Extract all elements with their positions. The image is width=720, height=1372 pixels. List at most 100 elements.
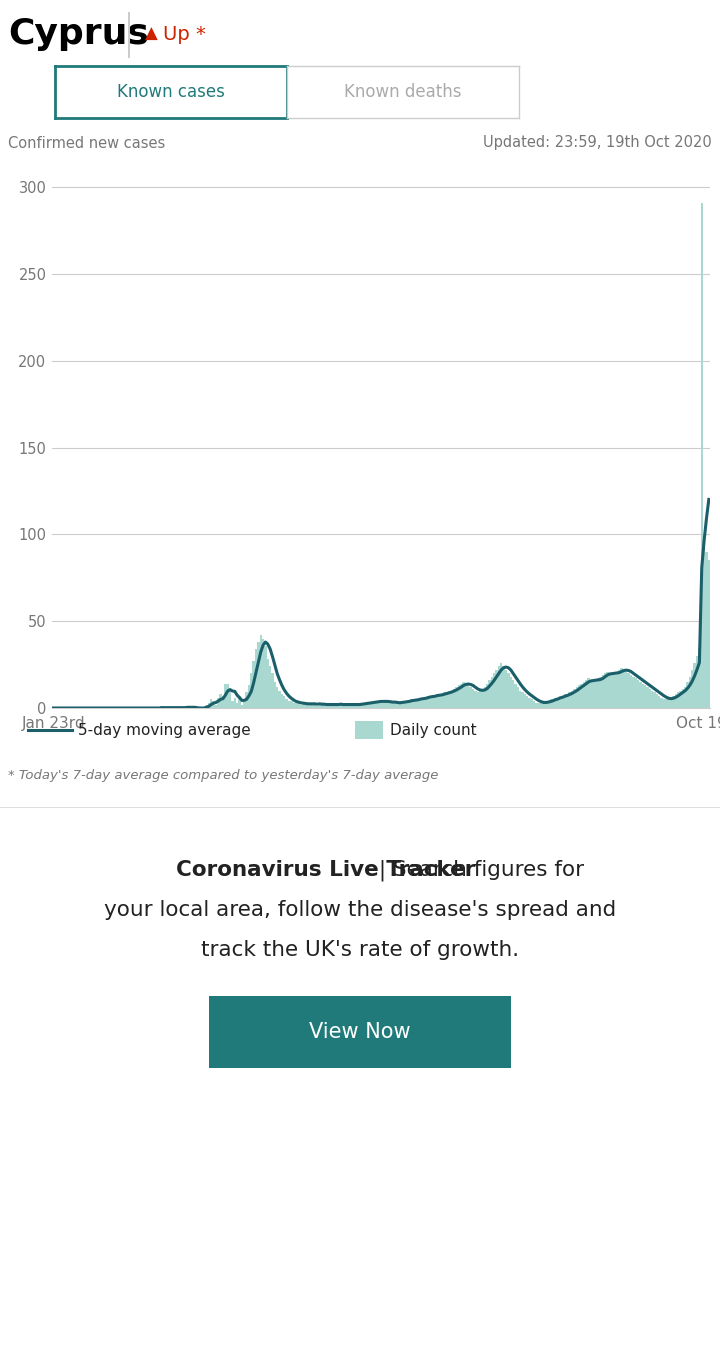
Bar (373, 701, 375, 708)
Bar (569, 693, 571, 708)
Bar (660, 697, 663, 708)
Bar (606, 671, 608, 708)
Bar (305, 705, 307, 708)
Bar (255, 649, 257, 708)
Bar (300, 705, 302, 708)
Bar (274, 682, 276, 708)
Bar (618, 670, 621, 708)
Bar (510, 676, 512, 708)
Bar (552, 700, 554, 708)
Bar (474, 690, 477, 708)
Bar (651, 690, 653, 708)
Bar (467, 686, 469, 708)
Bar (344, 705, 347, 708)
Bar (347, 705, 349, 708)
Bar (366, 702, 368, 708)
Bar (670, 697, 672, 708)
Bar (403, 701, 406, 708)
Bar (215, 705, 217, 708)
Bar (233, 697, 236, 708)
Bar (429, 696, 432, 708)
Bar (368, 702, 370, 708)
Bar (490, 676, 493, 708)
Bar (396, 702, 399, 708)
Bar (392, 702, 394, 708)
Bar (644, 686, 647, 708)
Text: your local area, follow the disease's spread and: your local area, follow the disease's sp… (104, 900, 616, 921)
Bar (281, 694, 283, 708)
Bar (484, 687, 486, 708)
Bar (438, 694, 441, 708)
Bar (436, 694, 438, 708)
Bar (498, 667, 500, 708)
Bar (667, 700, 670, 708)
Bar (375, 701, 377, 708)
Bar (227, 683, 229, 708)
Bar (312, 705, 314, 708)
Bar (432, 696, 434, 708)
Bar (328, 707, 330, 708)
Bar (630, 675, 632, 708)
Bar (472, 689, 474, 708)
Text: Updated: 23:59, 19th Oct 2020: Updated: 23:59, 19th Oct 2020 (483, 136, 712, 151)
Bar (488, 681, 490, 708)
Bar (599, 676, 601, 708)
Bar (224, 683, 227, 708)
Bar (238, 696, 240, 708)
Bar (262, 638, 264, 708)
Bar (210, 700, 212, 708)
Bar (161, 707, 163, 708)
Bar (477, 693, 479, 708)
Bar (422, 697, 425, 708)
Bar (325, 705, 328, 708)
Bar (481, 689, 484, 708)
Bar (540, 702, 543, 708)
Bar (253, 661, 255, 708)
Bar (340, 705, 342, 708)
Bar (500, 663, 503, 708)
Bar (512, 681, 514, 708)
Bar (266, 660, 269, 708)
Bar (595, 681, 597, 708)
Bar (335, 705, 338, 708)
Text: View Now: View Now (309, 1022, 411, 1041)
Bar (229, 690, 231, 708)
Bar (503, 667, 505, 708)
Bar (257, 642, 259, 708)
Bar (597, 679, 599, 708)
Bar (486, 683, 488, 708)
Bar (364, 702, 366, 708)
Bar (349, 705, 351, 708)
Bar (639, 682, 642, 708)
Bar (623, 670, 625, 708)
Bar (413, 700, 415, 708)
Bar (446, 693, 449, 708)
Bar (519, 690, 521, 708)
Bar (517, 687, 519, 708)
Bar (394, 702, 396, 708)
Bar (330, 702, 333, 708)
Bar (248, 686, 250, 708)
Bar (663, 700, 665, 708)
Bar (186, 707, 189, 708)
Bar (647, 687, 649, 708)
Bar (543, 702, 545, 708)
Text: Daily count: Daily count (390, 723, 477, 738)
Bar (292, 702, 295, 708)
Bar (314, 702, 316, 708)
Bar (507, 674, 510, 708)
Bar (318, 702, 321, 708)
Bar (382, 702, 384, 708)
Bar (321, 705, 323, 708)
Bar (449, 690, 451, 708)
Bar (604, 674, 606, 708)
Bar (528, 697, 531, 708)
Bar (410, 700, 413, 708)
Bar (653, 693, 656, 708)
Bar (554, 697, 557, 708)
Bar (297, 702, 300, 708)
Bar (338, 705, 340, 708)
Bar (533, 701, 536, 708)
Bar (212, 701, 215, 708)
Bar (585, 681, 588, 708)
